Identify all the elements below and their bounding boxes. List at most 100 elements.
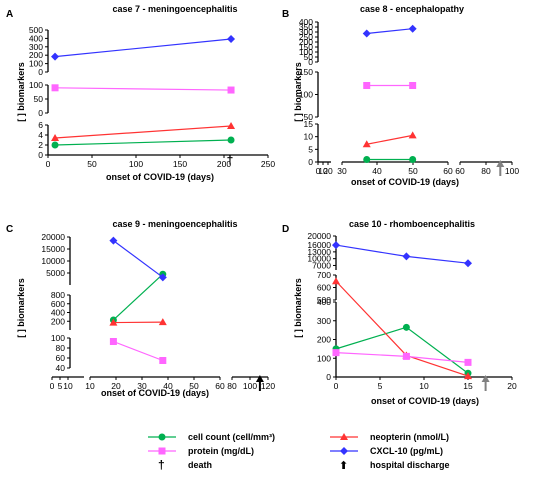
- legend-death-symbol: †: [158, 458, 165, 472]
- panel-b-xtick-label: 80: [481, 166, 491, 176]
- panel-c-protein-line: [113, 342, 162, 361]
- panel-c-ytick-label: 100: [51, 333, 65, 343]
- panel-d-label: D: [282, 224, 289, 235]
- panel-c-xtick-label: 20: [111, 381, 121, 391]
- panel-d-ytick-label: 700: [317, 270, 331, 280]
- panel-a-cell-point: [228, 137, 235, 144]
- panel-d-xlabel: onset of COVID-19 (days): [371, 396, 479, 406]
- panel-d-protein-line: [336, 353, 468, 363]
- panel-c-ylabel: [ ] biomarkers: [16, 278, 26, 338]
- panel-b-ytick-label: 50: [304, 112, 314, 122]
- panel-b-cell-point: [409, 156, 416, 163]
- panel-a-xtick-label: 50: [87, 159, 97, 169]
- panel-a-label: A: [6, 9, 13, 20]
- panel-d-xtick-label: 10: [419, 381, 429, 391]
- panel-a-cxcl-point: [51, 53, 59, 61]
- panel-d-discharge-arrow-head: [482, 375, 490, 382]
- panel-a-xtick-label: 150: [173, 159, 187, 169]
- panel-c-xtick-label: 60: [215, 381, 225, 391]
- panel-a-xlabel: onset of COVID-19 (days): [106, 172, 214, 182]
- panel-d-cxcl-point: [402, 252, 410, 260]
- panel-b-xtick-label: 60: [455, 166, 465, 176]
- panel-b-discharge-arrow-head: [496, 160, 504, 167]
- panel-b-cell-point: [363, 156, 370, 163]
- panel-c-protein-point: [159, 357, 166, 364]
- panel-d-xtick-label: 20: [507, 381, 517, 391]
- panel-a-cxcl-point: [227, 35, 235, 43]
- panel-c-protein-point: [110, 338, 117, 345]
- panel-d-ytick-label: 16000: [307, 240, 331, 250]
- panel-d-cxcl-point: [332, 241, 340, 249]
- panel-c-xtick-label: 10: [63, 381, 73, 391]
- panel-c-xtick-label: 10: [85, 381, 95, 391]
- panel-b-ytick-label: 400: [299, 17, 313, 27]
- panel-b-xtick-label: 100: [505, 166, 519, 176]
- panel-b-ytick-label: 0: [308, 157, 313, 167]
- panel-b-protein-point: [363, 82, 370, 89]
- panel-d-ylabel: [ ] biomarkers: [293, 278, 303, 338]
- legend: cell count (cell/mm³) protein (mg/dL) † …: [148, 432, 450, 472]
- panel-c-ytick-label: 20000: [41, 232, 65, 242]
- panel-a-xtick-label: 0: [46, 159, 51, 169]
- panel-c-cxcl-line: [113, 241, 162, 278]
- panel-a-ytick-label: 500: [29, 25, 43, 35]
- panel-a-cell-point: [52, 142, 59, 149]
- panel-d-ytick-label: 200: [317, 335, 331, 345]
- panel-b-ytick-label: 100: [299, 90, 313, 100]
- panel-c-xtick-label: 30: [137, 381, 147, 391]
- legend-neopterin-label: neopterin (nmol/L): [370, 432, 449, 442]
- legend-cell-label: cell count (cell/mm³): [188, 432, 275, 442]
- panel-a-title: case 7 - meningoencephalitis: [112, 4, 237, 14]
- panel-a-death-marker: †: [227, 153, 234, 167]
- panel-d-xtick-label: 5: [378, 381, 383, 391]
- panel-d-neopterin-point: [332, 277, 340, 284]
- panel-a-ytick-label: 100: [29, 80, 43, 90]
- legend-protein-label: protein (mg/dL): [188, 446, 254, 456]
- panel-d-ytick-label: 100: [317, 353, 331, 363]
- panel-c-ytick-label: 10000: [41, 256, 65, 266]
- panel-b-xtick-label: 40: [372, 166, 382, 176]
- panel-c-xtick-label: 5: [58, 381, 63, 391]
- panel-c-xtick-label: 120: [261, 381, 275, 391]
- panel-d-title: case 10 - rhomboencephalitis: [349, 219, 475, 229]
- panel-b-xtick-label: 60: [443, 166, 453, 176]
- panel-b-ytick-label: 150: [299, 67, 313, 77]
- panel-b-neopterin-line: [367, 135, 413, 144]
- panel-a-ytick-label: 0: [38, 150, 43, 160]
- panel-c-ytick-label: 800: [51, 290, 65, 300]
- panel-c-ytick-label: 80: [56, 343, 66, 353]
- panel-b-xlabel: onset of COVID-19 (days): [351, 177, 459, 187]
- panel-b-ytick-label: 10: [304, 132, 314, 142]
- panel-b-neopterin-point: [409, 131, 417, 138]
- panel-a-neopterin-point: [227, 122, 235, 129]
- panel-d-ytick-label: 20000: [307, 231, 331, 241]
- panel-d-ytick-label: 0: [326, 372, 331, 382]
- panel-b-cxcl-point: [409, 25, 417, 33]
- panel-a-xtick-label: 250: [261, 159, 275, 169]
- legend-discharge-label: hospital discharge: [370, 460, 450, 470]
- legend-death-label: death: [188, 460, 212, 470]
- panel-b-xtick-label: 20: [323, 166, 333, 176]
- panel-c-ytick-label: 600: [51, 299, 65, 309]
- panel-b-protein-point: [409, 82, 416, 89]
- panel-a-protein-point: [228, 87, 235, 94]
- panel-a-cell-line: [55, 140, 231, 145]
- panel-c-title: case 9 - meningoencephalitis: [112, 219, 237, 229]
- panel-c-xtick-label: 100: [243, 381, 257, 391]
- panel-b: B case 8 - encephalopathy [ ] biomarkers…: [282, 4, 519, 187]
- panel-b-label: B: [282, 9, 289, 20]
- panel-c-ytick-label: 400: [51, 308, 65, 318]
- panel-d-cell-point: [403, 324, 410, 331]
- panel-a-ytick-label: 2: [38, 140, 43, 150]
- panel-c-ytick-label: 40: [56, 363, 66, 373]
- panel-b-title: case 8 - encephalopathy: [360, 4, 464, 14]
- panel-d-xtick-label: 15: [463, 381, 473, 391]
- panel-a-ytick-label: 50: [34, 94, 44, 104]
- panel-b-xtick-label: 30: [337, 166, 347, 176]
- panel-d-ytick-label: 300: [317, 316, 331, 326]
- panel-c: C case 9 - meningoencephalitis [ ] bioma…: [6, 219, 275, 398]
- panel-d-protein-point: [403, 353, 410, 360]
- panel-b-cxcl-point: [363, 30, 371, 38]
- legend-protein-marker: [159, 448, 166, 455]
